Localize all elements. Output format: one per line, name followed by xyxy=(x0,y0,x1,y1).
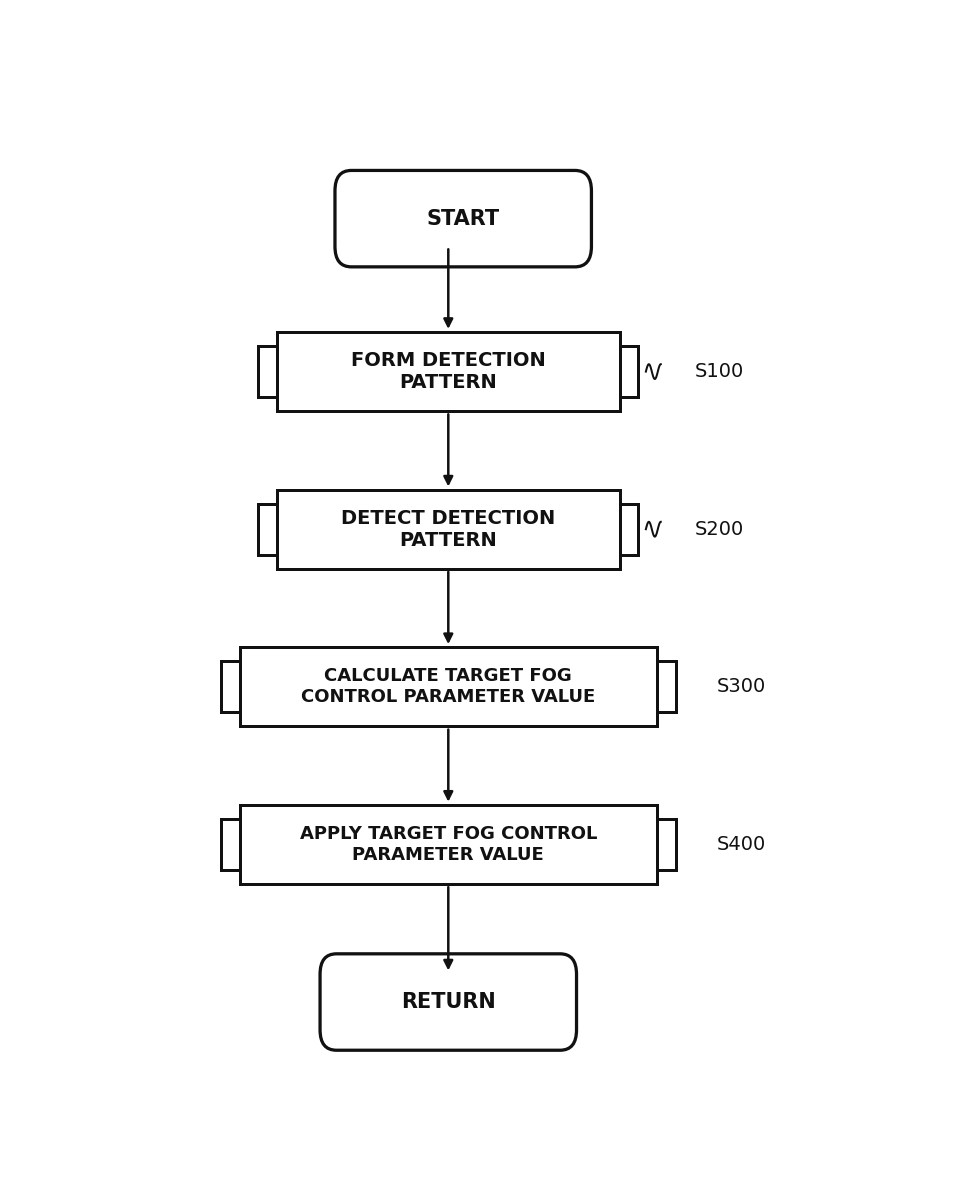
Bar xyxy=(258,346,277,397)
Bar xyxy=(656,661,675,713)
Text: S100: S100 xyxy=(694,362,743,382)
Text: APPLY TARGET FOG CONTROL
PARAMETER VALUE: APPLY TARGET FOG CONTROL PARAMETER VALUE xyxy=(299,825,597,863)
Bar xyxy=(656,819,675,870)
Bar xyxy=(619,346,638,397)
Bar xyxy=(258,503,277,555)
Text: DETECT DETECTION
PATTERN: DETECT DETECTION PATTERN xyxy=(341,509,554,550)
FancyBboxPatch shape xyxy=(334,171,591,267)
Bar xyxy=(221,661,239,713)
Text: S400: S400 xyxy=(716,834,765,854)
Bar xyxy=(619,503,638,555)
Text: RETURN: RETURN xyxy=(401,992,495,1013)
Text: S300: S300 xyxy=(716,678,765,696)
Bar xyxy=(239,648,656,726)
Text: CALCULATE TARGET FOG
CONTROL PARAMETER VALUE: CALCULATE TARGET FOG CONTROL PARAMETER V… xyxy=(301,667,595,707)
Text: FORM DETECTION
PATTERN: FORM DETECTION PATTERN xyxy=(351,352,545,393)
Bar xyxy=(277,332,619,411)
FancyBboxPatch shape xyxy=(320,954,576,1050)
Text: START: START xyxy=(426,208,500,229)
Text: S200: S200 xyxy=(694,520,743,538)
Bar xyxy=(277,490,619,568)
Bar xyxy=(221,819,239,870)
Bar xyxy=(239,805,656,884)
